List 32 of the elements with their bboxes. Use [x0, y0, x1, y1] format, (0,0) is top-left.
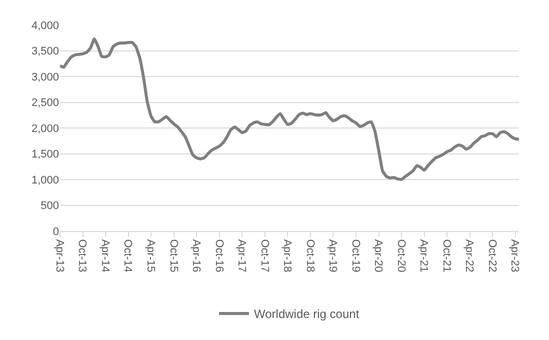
- y-tick-label: 3,000: [31, 71, 59, 84]
- x-tick-label: Apr-13: [53, 239, 66, 272]
- x-tick-label: Apr-18: [281, 239, 294, 272]
- y-tick-label: 1,000: [31, 174, 59, 186]
- y-tick-label: 2,000: [31, 122, 59, 135]
- y-tick-label: 1,500: [31, 148, 59, 161]
- x-tick-label: Oct-13: [76, 239, 88, 272]
- x-tick-label: Oct-20: [394, 239, 407, 272]
- x-tick-label: Oct-16: [212, 239, 225, 272]
- x-tick-label: Oct-22: [486, 239, 498, 272]
- x-tick-label: Apr-15: [144, 239, 156, 272]
- x-tick-label: Apr-23: [508, 239, 521, 272]
- x-tick-label: Apr-17: [236, 239, 248, 272]
- y-tick-label: 500: [40, 200, 59, 212]
- x-tick-label: Oct-18: [304, 239, 316, 272]
- line-series: [60, 37, 519, 181]
- x-tick-label: Oct-17: [258, 239, 270, 272]
- x-tick-label: Oct-15: [167, 239, 180, 272]
- x-tick-label: Apr-22: [463, 239, 476, 272]
- x-tick-label: Oct-14: [122, 239, 134, 272]
- y-tick-label: 4,000: [31, 20, 59, 32]
- x-tick-label: Apr-19: [326, 239, 339, 272]
- x-tick-label: Apr-20: [372, 239, 384, 272]
- x-tick-label: Oct-21: [440, 239, 452, 272]
- y-tick-label: 0: [52, 226, 59, 238]
- x-tick-label: Apr-16: [190, 239, 202, 272]
- legend-label: Worldwide rig count: [254, 307, 360, 322]
- x-tick-label: Apr-21: [418, 239, 430, 272]
- x-tick-label: Apr-14: [98, 239, 111, 272]
- x-tick-label: Oct-19: [349, 239, 362, 272]
- y-tick-label: 2,500: [31, 97, 59, 110]
- y-tick-label: 3,500: [31, 46, 59, 58]
